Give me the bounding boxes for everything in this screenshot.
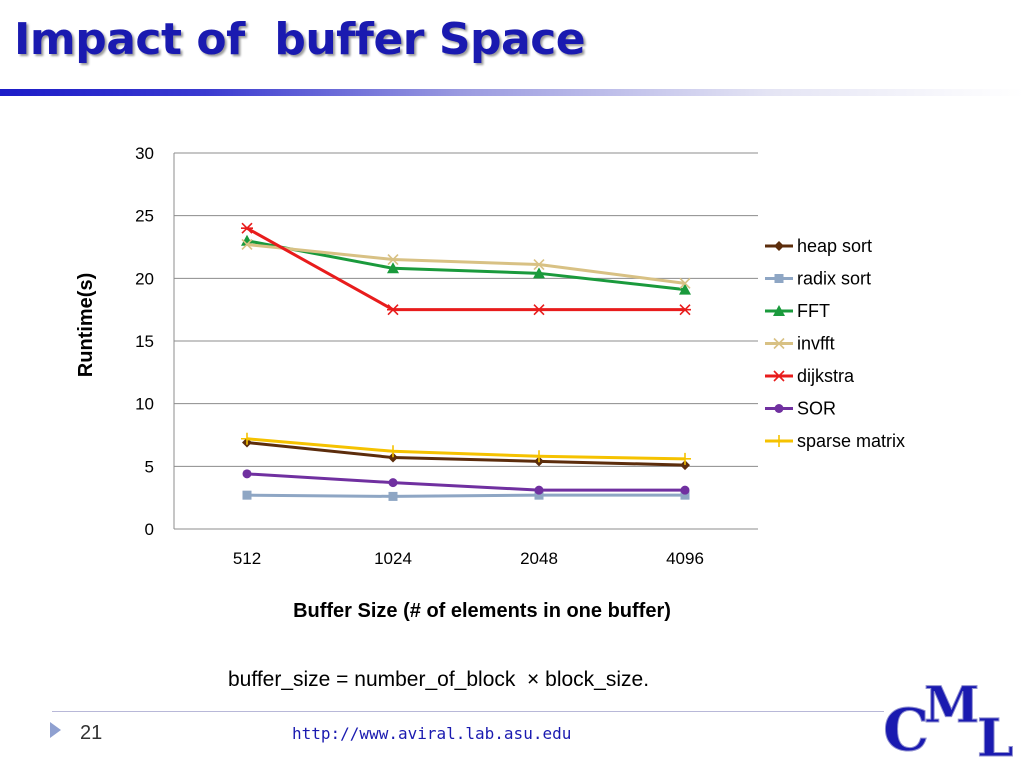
legend: heap sort radix sort FFT invfft dijkstra SOR s… [765, 236, 905, 451]
y-tick-label: 10 [135, 395, 154, 414]
legend-item: dijkstra [765, 366, 855, 386]
data-point [388, 478, 398, 488]
legend-marker [774, 404, 784, 413]
footer-divider [52, 711, 884, 712]
cml-logo: C M L [883, 676, 1015, 762]
legend-label: sparse matrix [797, 431, 905, 451]
data-point [679, 283, 691, 295]
data-point [679, 277, 691, 289]
svg-text:C: C [883, 696, 929, 762]
x-tick-label: 1024 [374, 549, 412, 568]
data-point [387, 253, 399, 266]
legend-marker [773, 370, 785, 382]
footer-link[interactable]: http://www.aviral.lab.asu.edu [292, 724, 572, 743]
series-sparse-matrix [241, 432, 691, 465]
data-point [387, 445, 399, 458]
title-underline [0, 89, 1024, 96]
series-line [246, 493, 685, 498]
x-axis-title: Buffer Size (# of elements in one buffer… [293, 600, 671, 622]
series-line [246, 226, 685, 312]
data-point [242, 490, 252, 500]
data-point [680, 460, 690, 471]
legend-marker [773, 337, 785, 350]
data-point [533, 258, 545, 271]
page-number: 21 [80, 722, 103, 744]
data-point [388, 452, 398, 463]
x-tick-label: 512 [233, 549, 261, 568]
data-point [387, 262, 399, 274]
svg-text:M: M [924, 676, 979, 734]
y-tick-label: 15 [135, 332, 154, 351]
buffer-size-formula: buffer_size = number_of_block × block_si… [228, 668, 650, 691]
legend-label: SOR [797, 399, 836, 419]
legend-item: heap sort [765, 236, 872, 256]
legend-item: invfft [765, 334, 835, 354]
legend-label: FFT [797, 301, 830, 321]
x-tick-label: 4096 [666, 549, 704, 568]
gridlines [174, 152, 758, 530]
series-line [246, 243, 686, 285]
runtime-line-chart: 0 5 10 15 20 25 30 512 1024 2048 4096 heap sort ra… [75, 144, 905, 622]
series-radix-sort [242, 490, 690, 501]
y-tick-label: 0 [145, 520, 154, 539]
data-point [533, 450, 545, 463]
data-point [534, 485, 544, 495]
series-fft [241, 234, 691, 295]
data-point [241, 222, 253, 234]
legend-label: radix sort [797, 269, 871, 289]
series-line [246, 239, 686, 292]
data-point [680, 485, 690, 495]
data-point [534, 490, 544, 500]
series-sor [242, 469, 690, 495]
data-point [241, 432, 253, 445]
slide-title: Impact of buffer Space [14, 14, 586, 65]
data-point [679, 452, 691, 465]
x-tick-label: 2048 [520, 549, 558, 568]
legend-item: SOR [765, 399, 836, 419]
data-point [242, 469, 252, 479]
legend-marker [773, 305, 785, 316]
axes [173, 153, 758, 530]
legend-label: dijkstra [797, 366, 855, 386]
data-point [533, 267, 545, 279]
legend-item: radix sort [765, 269, 871, 289]
data-point [679, 304, 691, 316]
legend-marker [774, 241, 784, 251]
x-tick-labels: 512 1024 2048 4096 [233, 549, 704, 568]
legend-item: FFT [765, 301, 830, 321]
legend-marker [774, 274, 784, 283]
series-line [246, 441, 686, 467]
series-line [246, 472, 685, 492]
y-tick-label: 20 [135, 269, 154, 288]
series-line [246, 437, 686, 461]
series-dijkstra [241, 222, 691, 316]
data-point [388, 491, 398, 501]
data-point [241, 234, 253, 246]
series [241, 222, 691, 501]
y-axis-title: Runtime(s) [75, 273, 97, 377]
legend-marker [773, 435, 785, 447]
data-point [241, 238, 253, 251]
legend-item: sparse matrix [765, 431, 905, 451]
y-tick-label: 30 [135, 144, 154, 163]
series-invfft [241, 238, 691, 289]
y-tick-label: 25 [135, 207, 154, 226]
svg-text:L: L [977, 708, 1014, 762]
data-point [387, 304, 399, 316]
y-tick-label: 5 [145, 457, 154, 476]
data-point [680, 490, 690, 500]
data-point [533, 304, 545, 316]
y-tick-labels: 0 5 10 15 20 25 30 [135, 144, 154, 539]
legend-label: invfft [797, 334, 835, 354]
bullet-arrow-icon [50, 722, 61, 738]
legend-label: heap sort [797, 236, 872, 256]
